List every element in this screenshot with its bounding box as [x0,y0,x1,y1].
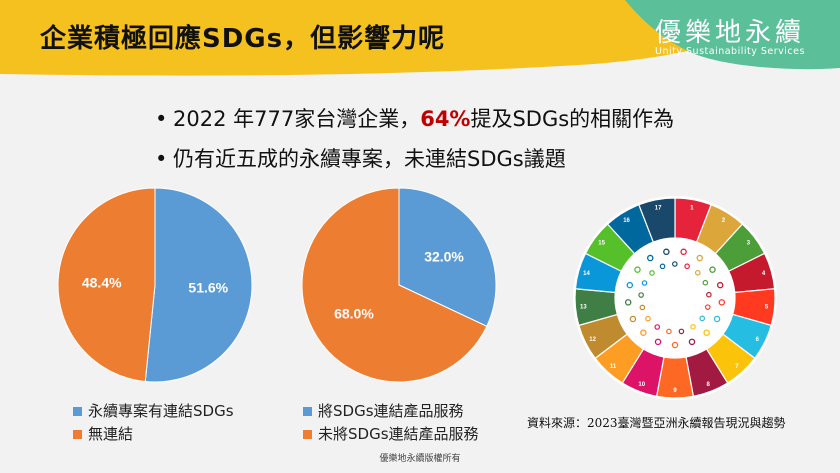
legend-item: 將SDGs連結產品服務 [303,400,479,423]
sdg-inner-ring-dot [713,315,721,323]
sdg-inner-ring-dot [659,263,666,270]
pie-slice-label: 48.4% [82,274,122,290]
sdg-inner-ring-dot [704,304,711,310]
pie-chart-sdg-linkage: 51.6% 48.4% [57,187,253,383]
sdg-inner-ring-dot [672,261,678,267]
sdg-inner-ring-dot [703,329,710,336]
sdg-goal-number: 14 [583,271,590,277]
sdg-inner-ring-dot [694,269,701,276]
sdg-goal-number: 9 [673,388,677,394]
sdg-goal-number: 11 [610,364,617,370]
sdg-inner-ring-dot [649,270,655,276]
sdg-goal-number: 13 [580,304,587,310]
sdg-goal-number: 8 [707,382,711,388]
brand-subtitle: Unity Sustainability Services [655,46,805,57]
sdg-inner-ring-dot [626,281,634,289]
sdg-inner-ring-dot [641,280,648,286]
pie-slice-label: 51.6% [188,280,228,296]
bullet-item: • 仍有近五成的永續專案，未連結SDGs議題 [155,143,674,173]
bullet-list: • 2022 年777家台灣企業，64%提及SDGs的相關作為 • 仍有近五成的永續… [155,103,674,183]
sdg-goal-segment [638,197,676,243]
sdg-goal-number: 5 [765,304,769,310]
banner-teal-shape [625,0,840,70]
bullet-dot: • [155,147,168,171]
sdg-inner-ring-dot [645,315,651,322]
sdg-goal-number: 15 [598,241,605,247]
sdg-inner-ring-dot [629,315,637,323]
bullet-text-end: 提及SDGs的相關作為 [470,107,675,131]
sdg-inner-ring-dot [678,328,685,335]
sdg-goal-number: 17 [655,206,662,212]
sdg-inner-ring-dot [690,324,696,330]
legend-item: 永續專案有連結SDGs [73,400,234,423]
sdg-inner-ring-dot [709,266,716,273]
highlight-percentage: 64% [420,107,471,131]
sdg-inner-ring-dot [624,299,632,306]
pie-slice [301,187,488,383]
legend-label: 無連結 [88,425,134,443]
sdg-inner-ring-dot [654,338,662,346]
sdg-inner-ring-dot [702,279,709,286]
bullet-item: • 2022 年777家台灣企業，64%提及SDGs的相關作為 [155,103,674,133]
pie-chart-product-linkage: 32.0% 68.0% [301,187,497,383]
sdg-goal-number: 16 [623,218,630,224]
sdg-inner-ring-dot [706,291,712,298]
sdg-inner-ring-dot [696,254,703,262]
bullet-text: 2022 年777家台灣企業， [173,107,421,131]
pie-slice [398,187,497,327]
sdg-inner-ring-dot [684,263,690,270]
sdg-inner-ring-dot [671,341,679,349]
sdg-goal-number: 10 [638,382,645,388]
bullet-text: 仍有近五成的永續專案，未連結SDGs議題 [173,147,566,171]
header-banner [0,0,840,76]
pie-slice-label: 32.0% [424,248,464,264]
sdg-inner-ring-dot [634,266,641,273]
legend-item: 未將SDGs連結產品服務 [303,423,479,446]
legend-swatch-blue [303,407,312,416]
legend-swatch-blue [73,407,82,416]
legend-swatch-orange [73,430,82,439]
sdg-goal-number: 6 [756,337,760,343]
sdg-goal-number: 3 [747,241,751,247]
sdg-goal-number: 7 [735,364,739,370]
sdg-inner-ring-dot [666,328,672,335]
legend-label: 未將SDGs連結產品服務 [318,425,479,443]
bullet-dot: • [155,107,168,131]
pie-slice [57,187,156,383]
sdg-inner-ring-dot [699,315,706,322]
sdg-inner-ring-dot [716,281,724,289]
sdg-inner-ring-dot [663,248,670,256]
copyright-footer: 優樂地永續版權所有 [379,454,461,464]
pie-slice [144,187,253,383]
pie-slice-label: 68.0% [334,306,374,322]
legend-label: 將SDGs連結產品服務 [318,402,464,420]
legend-swatch-orange [303,430,312,439]
sdg-goal-number: 1 [690,206,694,212]
sdg-inner-ring-dot [654,324,661,330]
sdg-goal-number: 4 [762,271,766,277]
sdg-goal-number: 12 [589,337,596,343]
sdg-inner-ring-dot [647,254,654,262]
sdg-goal-number: 2 [722,218,726,224]
sdg-inner-ring-dot [718,299,726,306]
sdg-inner-ring-dot [640,329,647,336]
banner-yellow-wave [0,0,840,76]
legend-label: 永續專案有連結SDGs [88,402,234,420]
sdg-inner-ring-dot [639,304,646,311]
brand-logo-text: 優樂地永續 [654,18,805,48]
slide-title: 企業積極回應SDGs，但影響力呢 [40,24,446,54]
sdg-inner-ring-dot [688,338,696,346]
sdg-inner-ring-dot [680,248,687,256]
legend-chart-1: 永續專案有連結SDGs 無連結 [73,400,234,446]
source-citation: 資料來源：2023臺灣暨亞洲永續報告現況與趨勢 [527,416,786,430]
sdg-inner-ring-dot [638,292,644,298]
legend-chart-2: 將SDGs連結產品服務 未將SDGs連結產品服務 [303,400,479,446]
legend-item: 無連結 [73,423,234,446]
